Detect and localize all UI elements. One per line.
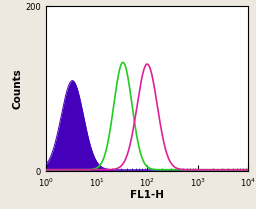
Y-axis label: Counts: Counts [13, 69, 23, 109]
X-axis label: FL1-H: FL1-H [130, 190, 164, 200]
